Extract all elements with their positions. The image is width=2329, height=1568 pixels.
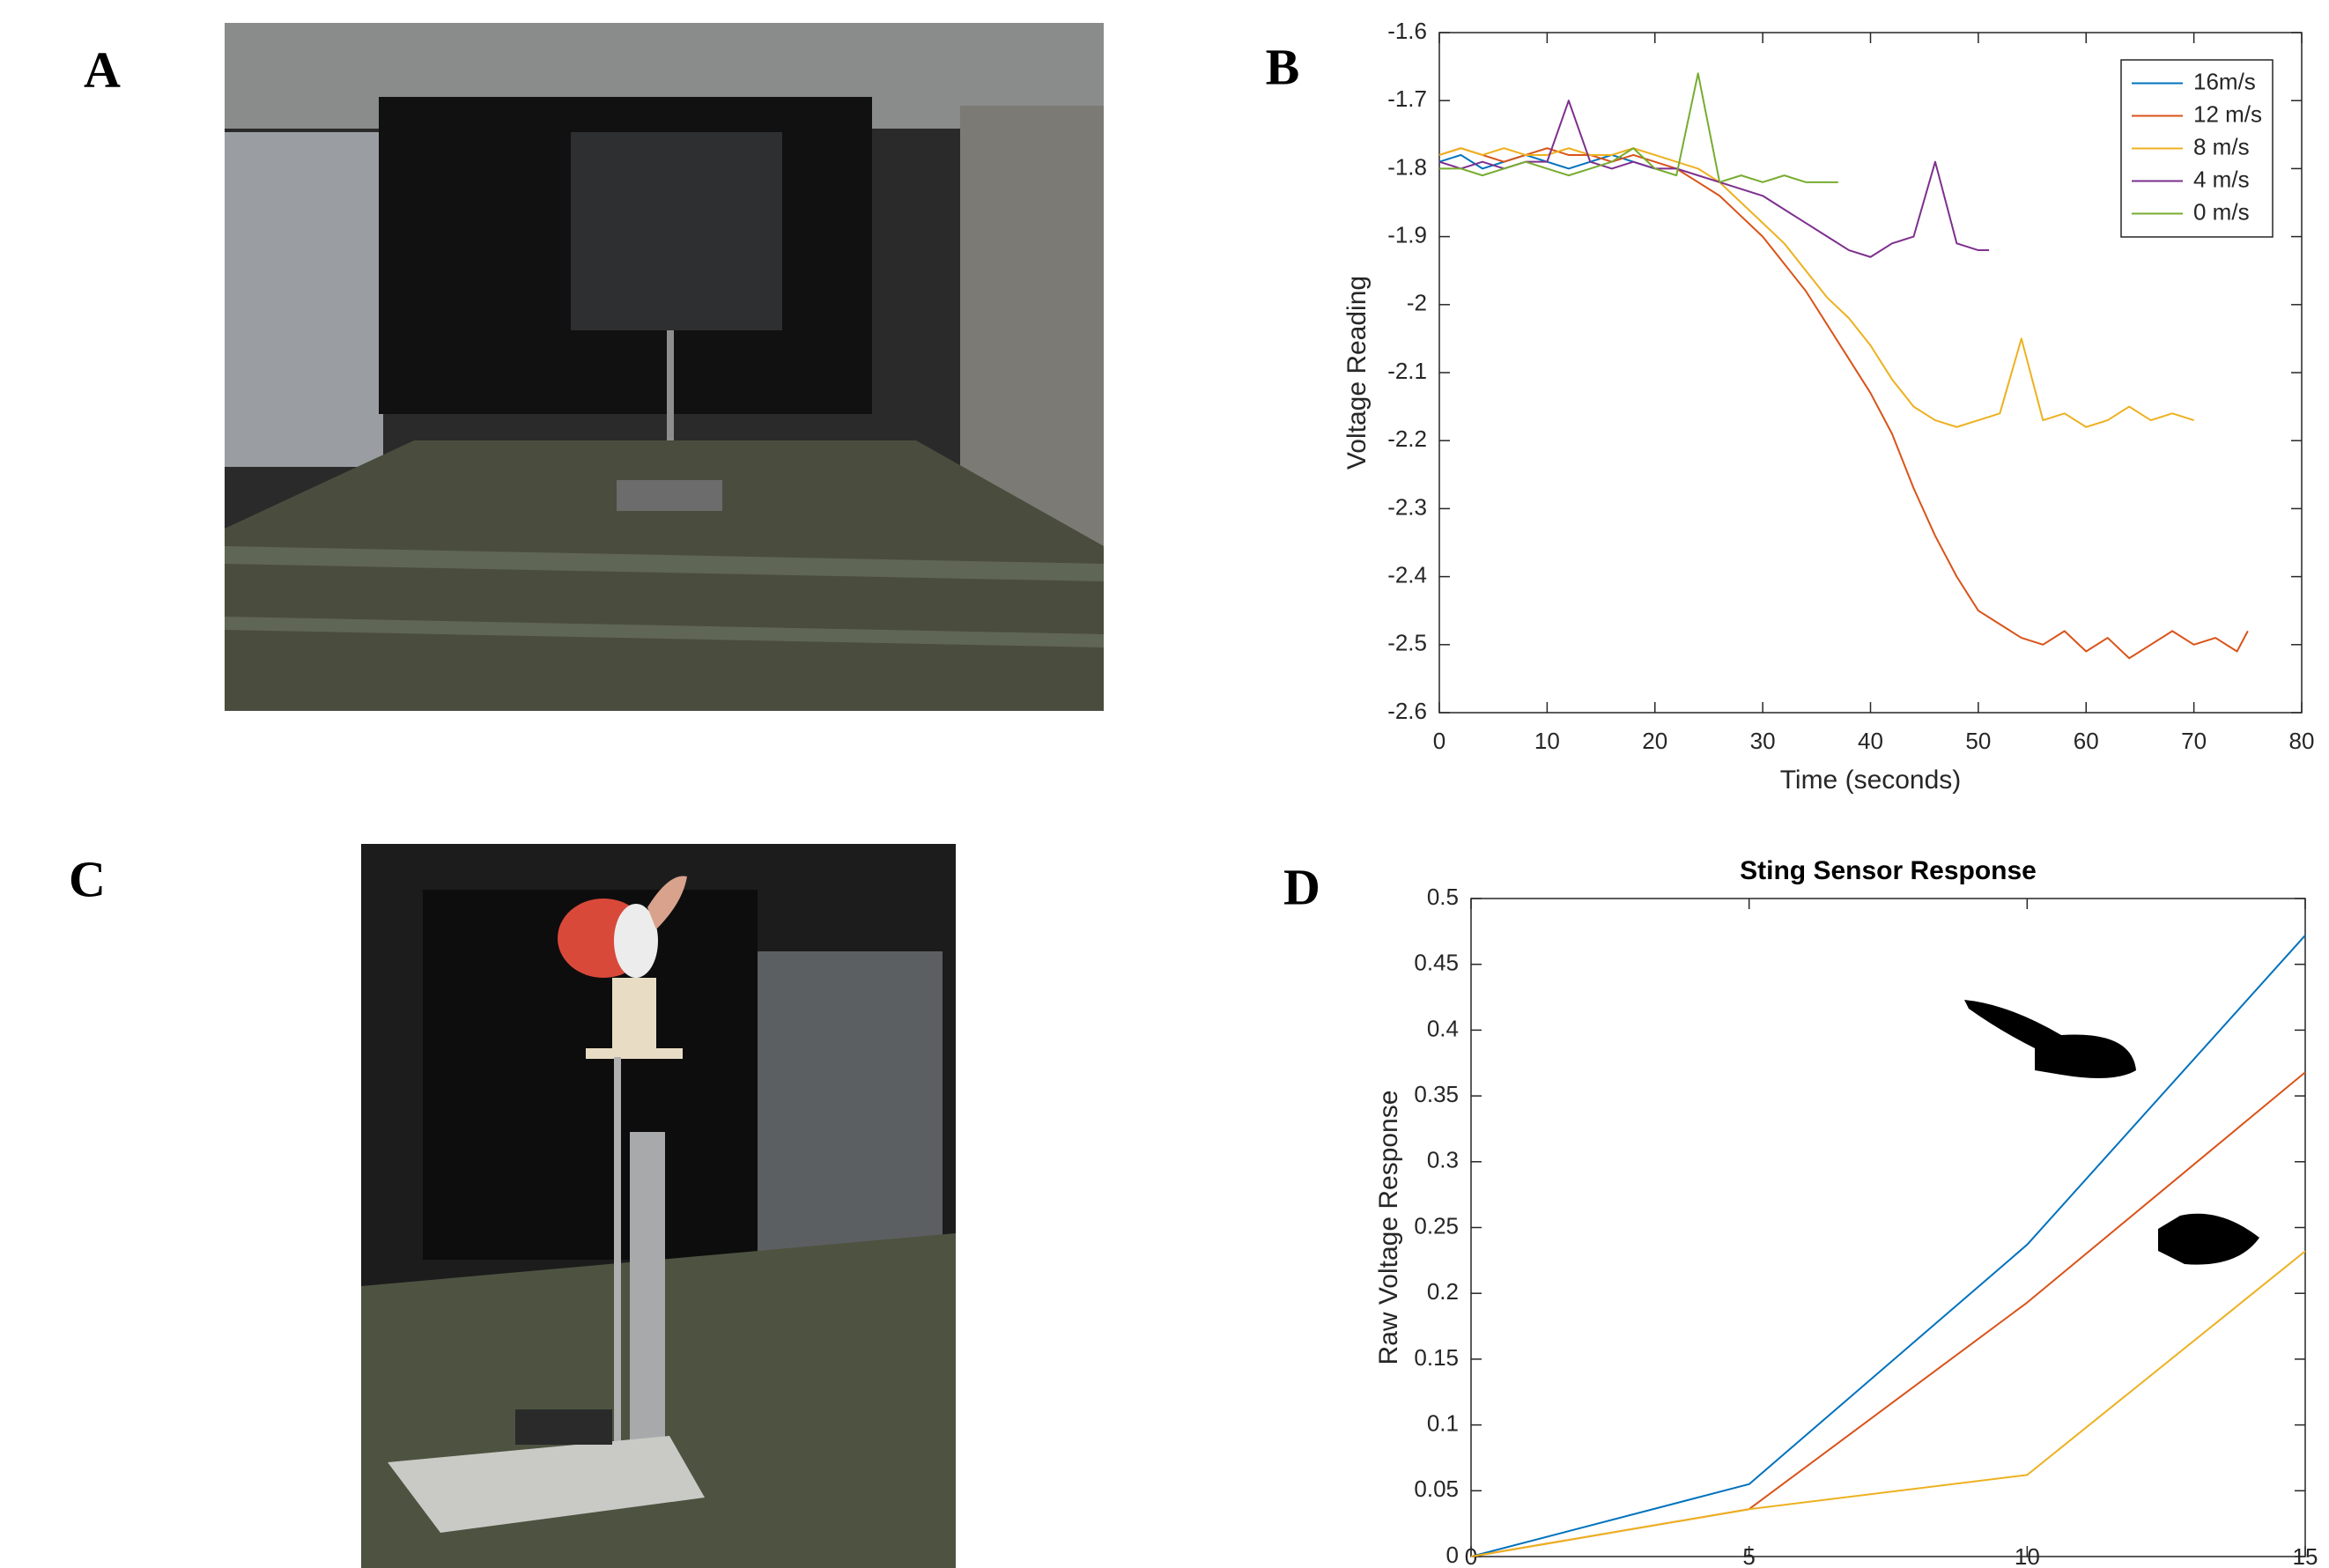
photo-c [361,844,956,1568]
x-tick-label: 0 [1433,728,1445,754]
y-tick-label: -1.6 [1387,18,1427,44]
x-tick-label: 30 [1750,728,1776,754]
y-tick-label: 0.3 [1427,1147,1459,1173]
x-axis-label: Time (seconds) [1780,766,1962,795]
y-tick-label: -2.2 [1387,425,1427,452]
y-axis-label: Raw Voltage Response [1374,1091,1403,1365]
chart-title: Sting Sensor Response [1740,856,2037,885]
y-tick-label: -1.7 [1387,85,1427,112]
x-tick-label: 50 [1965,728,1991,754]
y-tick-label: -1.8 [1387,153,1427,180]
x-tick-label: 15 [2293,1543,2318,1568]
y-tick-label: -2.3 [1387,493,1427,520]
fish-icons [1964,1000,2259,1265]
photo-a [225,23,1104,711]
x-tick-label: 5 [1742,1543,1755,1568]
legend-label: 4 m/s [2193,166,2250,192]
y-tick-label: -2.5 [1387,630,1427,656]
x-tick-label: 20 [1642,728,1667,754]
y-tick-label: 0.35 [1414,1081,1459,1107]
chart: 00.050.10.150.20.250.30.350.40.450.50 5 10… [1374,856,2318,1568]
y-tick-label: -2.1 [1387,358,1427,384]
y-tick-label: 0.1 [1427,1409,1459,1436]
data-line [1439,72,1838,183]
y-tick-label: -2 [1407,290,1427,316]
y-tick-label: 0.4 [1427,1015,1459,1041]
x-tick-label: 10 [1534,728,1560,754]
panel-label: D [1283,858,1320,915]
data-line [1470,935,2306,1557]
y-tick-label: -2.4 [1387,561,1427,588]
x-tick-label: 70 [2181,728,2207,754]
y-axis-label: Voltage Reading [1342,276,1372,470]
x-tick-label: 40 [1858,728,1883,754]
x-tick-label: 80 [2289,728,2315,754]
chart: -1.6 -1.7 -1.8 -1.9 -2 -2.1 -2.2 -2.3 -2.4 -2.5 -2… [1342,18,2315,795]
y-tick-label: 0.05 [1414,1476,1459,1502]
data-line [1438,147,2194,428]
y-tick-label: 0.15 [1414,1344,1459,1371]
y-tick-label: 0.2 [1427,1278,1459,1305]
panel-label: A [84,41,121,98]
y-tick-label: 0.45 [1414,950,1459,976]
y-tick-label: -1.9 [1387,221,1427,248]
data-line [1438,147,2249,660]
y-tick-label: 0.5 [1427,884,1459,910]
y-tick-label: 0.25 [1414,1212,1459,1239]
y-tick-label: -2.6 [1387,698,1427,724]
legend-label: 0 m/s [2193,198,2250,225]
panel-label: C [69,850,106,907]
legend-label: 16m/s [2193,68,2256,94]
y-tick-label: 0 [1446,1542,1459,1568]
panel-label: B [1266,38,1300,95]
legend-label: 8 m/s [2193,133,2250,159]
legend-label: 12 m/s [2193,100,2262,127]
x-tick-label: 60 [2074,728,2099,754]
x-tick-label: 10 [2015,1543,2040,1568]
data-line [1470,1250,2306,1557]
